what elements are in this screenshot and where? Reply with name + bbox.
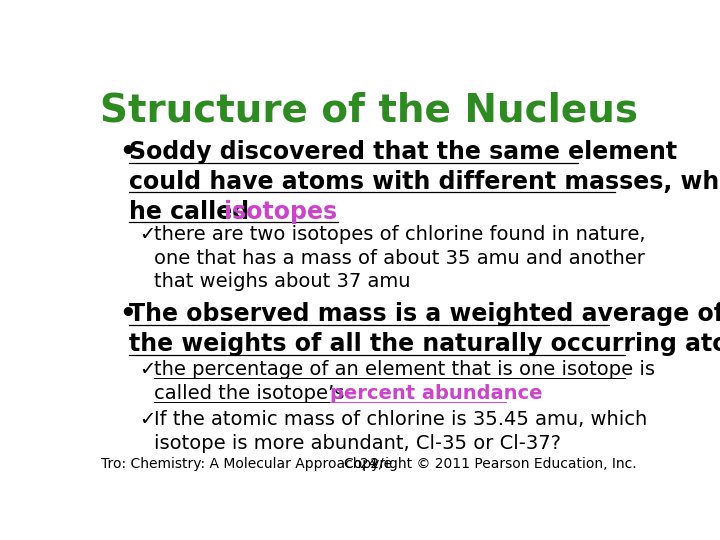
- Text: Structure of the Nucleus: Structure of the Nucleus: [100, 92, 638, 130]
- Text: ✓: ✓: [139, 360, 156, 379]
- Text: he called: he called: [129, 199, 258, 224]
- Text: the percentage of an element that is one isotope is: the percentage of an element that is one…: [154, 360, 655, 379]
- Text: the weights of all the naturally occurring atoms: the weights of all the naturally occurri…: [129, 332, 720, 356]
- Text: 24: 24: [360, 457, 378, 471]
- Text: Tro: Chemistry: A Molecular Approach, 2/e: Tro: Chemistry: A Molecular Approach, 2/…: [101, 457, 392, 471]
- Text: •: •: [119, 302, 136, 328]
- Text: that weighs about 37 amu: that weighs about 37 amu: [154, 272, 410, 291]
- Text: ✓: ✓: [139, 410, 156, 429]
- Text: •: •: [119, 140, 136, 166]
- Text: Copyright © 2011 Pearson Education, Inc.: Copyright © 2011 Pearson Education, Inc.: [344, 457, 637, 471]
- Text: percent abundance: percent abundance: [330, 384, 543, 403]
- Text: there are two isotopes of chlorine found in nature,: there are two isotopes of chlorine found…: [154, 225, 646, 244]
- Text: The observed mass is a weighted average of: The observed mass is a weighted average …: [129, 302, 720, 326]
- Text: Soddy discovered that the same element: Soddy discovered that the same element: [129, 140, 678, 164]
- Text: called the isotope’s: called the isotope’s: [154, 384, 351, 403]
- Text: isotopes: isotopes: [224, 199, 337, 224]
- Text: If the atomic mass of chlorine is 35.45 amu, which: If the atomic mass of chlorine is 35.45 …: [154, 410, 647, 429]
- Text: could have atoms with different masses, which: could have atoms with different masses, …: [129, 170, 720, 193]
- Text: ✓: ✓: [139, 225, 156, 244]
- Text: one that has a mass of about 35 amu and another: one that has a mass of about 35 amu and …: [154, 248, 645, 268]
- Text: isotope is more abundant, Cl-35 or Cl-37?: isotope is more abundant, Cl-35 or Cl-37…: [154, 434, 561, 453]
